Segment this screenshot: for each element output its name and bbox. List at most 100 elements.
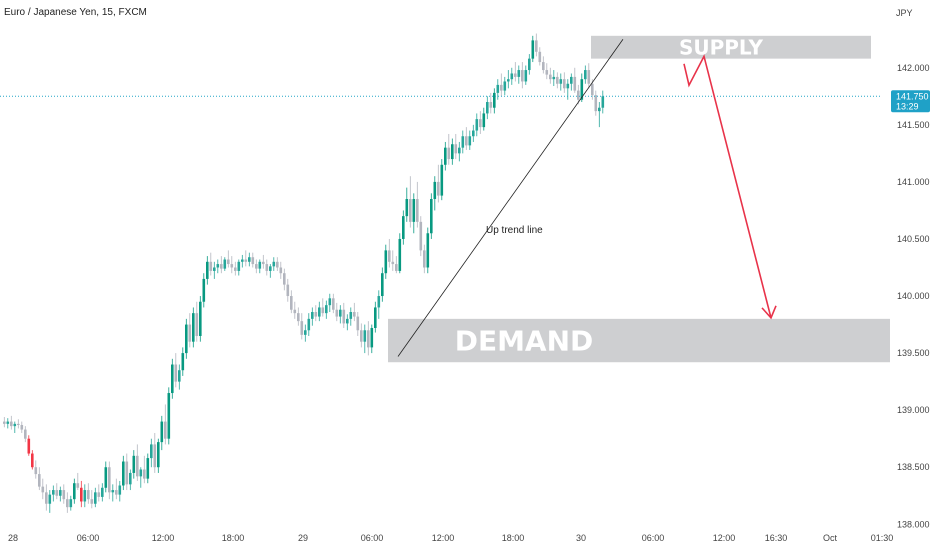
candle-body (346, 318, 349, 324)
candle-body (559, 79, 563, 84)
y-tick-label: 140.500 (897, 234, 930, 244)
candle-body (311, 312, 314, 319)
candle-body (577, 90, 580, 100)
y-tick-label: 141.000 (897, 177, 930, 187)
candle-body (185, 324, 188, 354)
candle-body (251, 257, 255, 265)
candle-body (367, 330, 370, 348)
candle-body (244, 259, 248, 262)
candle-body (535, 40, 538, 52)
candle-body (353, 312, 356, 317)
candle-body (227, 259, 230, 265)
candle-body (265, 264, 269, 271)
candle-body (283, 273, 286, 285)
candle-body (62, 490, 66, 500)
candle-body (591, 83, 594, 96)
candle-body (80, 487, 83, 502)
candle-body (507, 79, 510, 82)
candle-body (423, 250, 426, 268)
candle-body (409, 199, 412, 222)
y-tick-label: 139.500 (897, 348, 930, 358)
candle-body (370, 327, 374, 348)
candle-body (549, 74, 552, 80)
y-tick-label: 138.000 (897, 519, 930, 529)
candle-body (479, 119, 482, 128)
candle-body (297, 313, 300, 322)
x-tick-label: 30 (576, 533, 586, 543)
candle-body (402, 216, 405, 239)
candle-body (426, 233, 430, 268)
candle-body (108, 467, 111, 493)
candle-body (521, 70, 524, 82)
candle-body (419, 221, 423, 251)
candle-body (258, 261, 262, 269)
candle-body (104, 467, 108, 488)
candle-body (160, 421, 164, 443)
up-trend-line[interactable] (397, 39, 624, 357)
candle-body (517, 70, 521, 77)
candle-body (293, 309, 297, 314)
candle-body (493, 92, 496, 108)
candle-body (388, 250, 391, 262)
candle-body (300, 321, 304, 335)
candle-body (433, 181, 437, 200)
candle-body (171, 364, 174, 394)
candle-body (139, 469, 143, 477)
candle-body (87, 490, 90, 500)
candle-body (220, 264, 223, 269)
candle-body (465, 136, 468, 146)
candle-body (118, 485, 122, 495)
candle-body (321, 307, 325, 314)
candle-body (542, 62, 545, 71)
candle-body (412, 199, 416, 222)
candle-body (584, 70, 587, 80)
candle-body (272, 261, 276, 267)
candle-body (45, 492, 48, 504)
candle-body (132, 455, 136, 473)
x-tick-label: 06:00 (77, 533, 100, 543)
candle-body (83, 490, 87, 502)
x-tick-label: 18:00 (222, 533, 245, 543)
candle-body (73, 483, 76, 500)
candle-body (97, 492, 101, 497)
time-axis[interactable]: 28 06:00 12:00 18:00 29 06:00 12:00 18:00 30 06:0… (8, 533, 893, 543)
x-tick-label: Oct (823, 533, 838, 543)
candle-body (552, 76, 556, 80)
x-tick-label: 06:00 (642, 533, 665, 543)
candle-body (360, 330, 363, 342)
candle-body (129, 472, 132, 485)
projection-arrow-line[interactable] (683, 54, 772, 319)
candle-body (206, 261, 209, 279)
candle-body (461, 136, 465, 148)
candle-body (164, 421, 167, 439)
price-axis[interactable]: 142.000 141.500 141.000 140.500 140.000 139.5… (897, 63, 930, 530)
y-tick-label: 139.000 (897, 405, 930, 415)
candle-body (13, 423, 17, 427)
candle-body (514, 73, 517, 77)
candle-body (111, 490, 115, 493)
candle-body (444, 147, 447, 165)
candle-body (531, 40, 535, 59)
candle-body (269, 266, 272, 271)
candle-body (216, 264, 220, 268)
candle-body (570, 76, 573, 84)
candle-body (167, 393, 171, 439)
candle-body (192, 313, 195, 342)
candle-body (199, 301, 202, 336)
candle-body (157, 442, 160, 468)
candle-body (27, 438, 31, 454)
candle-body (468, 136, 472, 146)
x-tick-label: 12:00 (152, 533, 175, 543)
candle-body (314, 312, 318, 317)
candle-body (356, 316, 360, 331)
candle-body (59, 490, 62, 496)
candle-body (20, 425, 24, 430)
candle-body (545, 70, 549, 75)
trend-line-label: Up trend line (486, 225, 543, 236)
candle-body (447, 147, 451, 160)
candle-body (143, 469, 146, 479)
candle-body (241, 259, 244, 262)
candle-body (454, 144, 458, 154)
